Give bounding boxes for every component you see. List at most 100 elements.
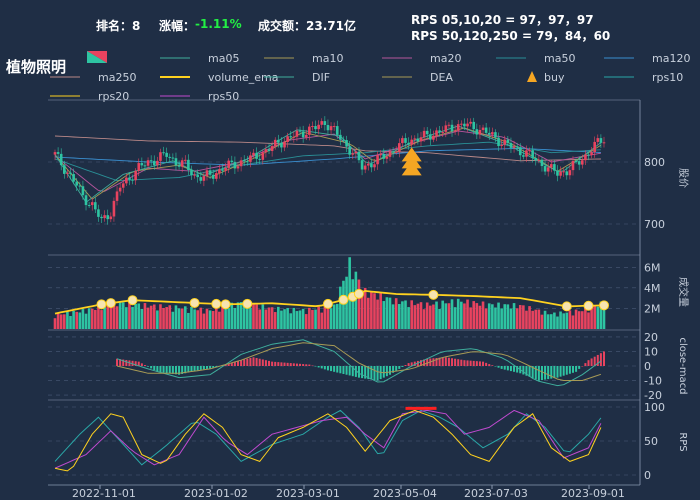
macd-bar [249, 358, 252, 366]
legend-label-rps50: rps50 [208, 90, 239, 103]
legend-label-volume_ema: volume_ema [208, 71, 278, 84]
macd-bar [153, 366, 156, 371]
volume-bar [357, 279, 361, 329]
candle-body [329, 126, 333, 131]
volume-bar [230, 302, 234, 329]
candle-body [453, 130, 457, 132]
macd-bar [500, 366, 503, 369]
macd-bar [174, 366, 177, 375]
macd-bar [410, 362, 413, 366]
candle-body [494, 132, 497, 138]
macd-bar [540, 366, 543, 381]
volume-bar [481, 301, 485, 329]
volume-bar [429, 305, 432, 329]
candle-body [292, 136, 296, 138]
candle-body [435, 130, 438, 136]
x-tick-label: 2023-07-03 [464, 487, 528, 500]
candle-body [509, 142, 513, 148]
candle-body [242, 160, 246, 162]
volume-bar [320, 312, 324, 329]
volume-bar [162, 307, 165, 329]
volume-bar [363, 287, 367, 329]
macd-bar [150, 366, 153, 369]
candle-body [559, 171, 562, 176]
candle-body [602, 142, 606, 144]
macd-bar [531, 366, 534, 379]
candle-body [146, 160, 150, 166]
candle-body [506, 139, 510, 143]
legend-label-buy: buy [544, 71, 565, 84]
macd-bar [342, 366, 345, 374]
volume-bar [410, 300, 413, 329]
rps-tick-label: 0 [644, 469, 651, 482]
buy-signal-icon [401, 161, 422, 176]
macd-bar [478, 361, 481, 366]
candle-body [525, 150, 528, 157]
macd-bar [469, 360, 472, 366]
macd-bar [426, 358, 429, 366]
macd-bar [482, 361, 485, 366]
macd-bar [584, 363, 587, 366]
macd-bar [122, 359, 125, 366]
candle-body [342, 139, 345, 141]
volume-bar [571, 315, 575, 329]
dea-line [116, 342, 602, 381]
candle-body [366, 163, 370, 166]
candle-body [103, 215, 106, 219]
candle-body [168, 156, 172, 158]
candle-body [308, 126, 311, 135]
candle-body [391, 151, 395, 153]
macd-bar [286, 362, 289, 366]
volume-bar [391, 304, 395, 329]
macd-bar [243, 359, 246, 366]
macd-bar [165, 366, 168, 374]
volume-bar [537, 309, 541, 329]
volume-ema-marker [220, 299, 231, 310]
candle-body [469, 121, 472, 124]
macd-bar [513, 366, 516, 372]
candle-body [438, 130, 441, 133]
volume-bar [478, 305, 482, 329]
volume-bar [553, 312, 556, 329]
macd-bar [193, 366, 196, 372]
macd-bar [578, 366, 581, 369]
macd-bar [565, 366, 568, 375]
candle-body [528, 150, 531, 152]
volume-bar [174, 305, 178, 329]
volume-bar [100, 310, 103, 329]
volume-bar [407, 307, 410, 329]
candle-body [497, 137, 500, 147]
volume-bar [401, 301, 404, 329]
candle-body [500, 144, 503, 147]
volume-bar [224, 306, 227, 329]
volume-bar [72, 310, 75, 329]
volume-bar [528, 306, 531, 329]
candle-body [491, 132, 494, 135]
candle-body [152, 160, 156, 166]
macd-bar [330, 366, 333, 372]
candle-body [537, 159, 541, 161]
candle-body [106, 215, 110, 220]
volume-bar [503, 304, 507, 329]
volume-bar [190, 306, 193, 329]
macd-bar [395, 366, 398, 371]
volume-ema-marker [211, 298, 222, 309]
candle-body [174, 158, 178, 166]
volume-bar [187, 312, 190, 329]
candle-body [121, 183, 125, 188]
candle-body [159, 152, 162, 161]
candle-body [466, 123, 469, 127]
panel-frames [48, 99, 641, 485]
candle-body [295, 130, 299, 137]
candle-body [258, 158, 262, 160]
candle-body [156, 160, 159, 166]
macd-bar [308, 364, 311, 366]
candle-body [549, 164, 553, 168]
candle-body [267, 149, 271, 152]
macd-bar [116, 358, 119, 366]
candle-body [187, 159, 190, 171]
ma10-line [54, 127, 602, 200]
macd-bar [587, 360, 590, 366]
volume-bar [587, 312, 590, 329]
legend-label-ma250: ma250 [98, 71, 136, 84]
